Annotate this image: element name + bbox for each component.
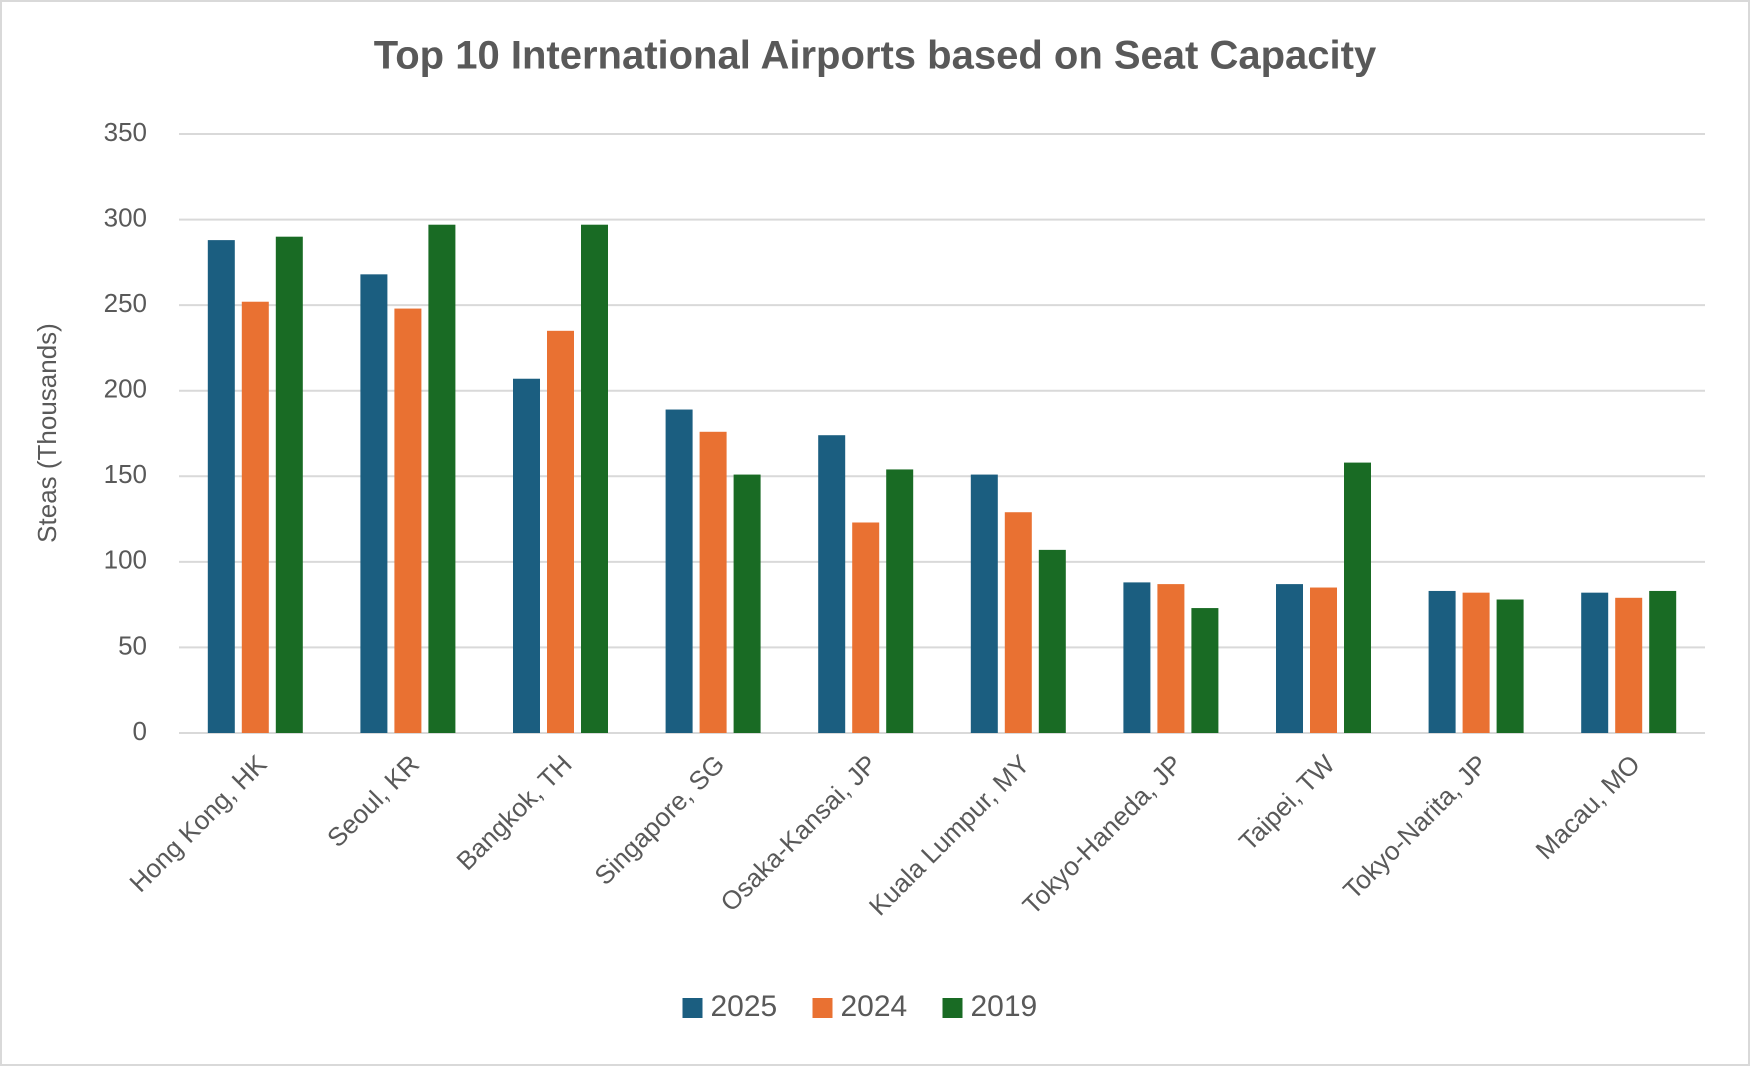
bar bbox=[886, 469, 914, 733]
bar bbox=[1276, 584, 1303, 733]
bar bbox=[241, 301, 269, 733]
bar bbox=[360, 274, 388, 733]
bar bbox=[1581, 592, 1609, 733]
legend-swatch bbox=[682, 998, 703, 1018]
bar bbox=[1123, 582, 1151, 733]
bar bbox=[1462, 592, 1490, 733]
y-tick-label: 250 bbox=[104, 288, 147, 318]
bar bbox=[699, 431, 727, 733]
bar bbox=[1310, 587, 1337, 733]
bar bbox=[1038, 549, 1066, 733]
bar bbox=[1615, 597, 1643, 733]
bar bbox=[665, 409, 693, 733]
bar bbox=[1004, 512, 1032, 733]
chart-title: Top 10 International Airports based on S… bbox=[374, 34, 1377, 78]
legend-swatch bbox=[942, 998, 963, 1018]
bar bbox=[1344, 462, 1371, 733]
bar bbox=[207, 240, 235, 733]
bar bbox=[394, 308, 422, 733]
bar bbox=[1428, 590, 1456, 733]
bar bbox=[1649, 590, 1677, 733]
bar bbox=[1157, 584, 1185, 733]
legend-label: 2019 bbox=[971, 990, 1038, 1023]
y-tick-label: 350 bbox=[104, 117, 147, 147]
bar bbox=[581, 224, 608, 733]
y-axis-label: Steas (Thousands) bbox=[32, 323, 62, 543]
bar bbox=[428, 224, 456, 733]
bar bbox=[513, 378, 540, 733]
y-tick-label: 0 bbox=[133, 716, 147, 746]
bar bbox=[970, 474, 998, 733]
y-tick-label: 150 bbox=[104, 459, 147, 489]
y-tick-label: 100 bbox=[104, 545, 147, 575]
y-tick-label: 50 bbox=[118, 630, 147, 660]
bar bbox=[1496, 599, 1524, 733]
bar bbox=[547, 330, 574, 733]
y-tick-label: 200 bbox=[104, 374, 147, 404]
legend-swatch bbox=[812, 998, 833, 1018]
bar bbox=[1191, 608, 1219, 733]
legend-label: 2025 bbox=[711, 990, 778, 1023]
bar bbox=[275, 236, 303, 733]
bar bbox=[852, 522, 880, 733]
y-tick-label: 300 bbox=[104, 202, 147, 232]
bar bbox=[733, 474, 761, 733]
legend-label: 2024 bbox=[841, 990, 908, 1023]
bar bbox=[818, 435, 846, 733]
